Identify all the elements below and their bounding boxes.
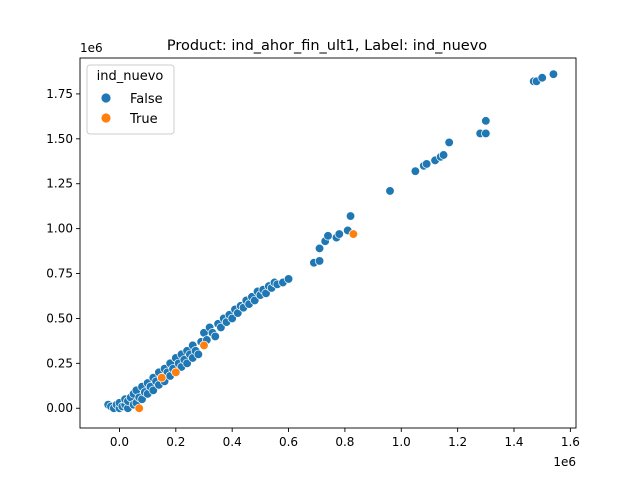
x-tick-label-2: 0.4 (223, 435, 242, 449)
legend-label-true: True (129, 112, 158, 127)
y-tick-label-2: 0.50 (46, 311, 73, 325)
legend-marker-false (100, 92, 112, 104)
legend-entry-false: False (100, 92, 163, 107)
point-false-94 (438, 150, 449, 160)
point-false-88 (385, 186, 395, 196)
legend-entry-true: True (100, 112, 158, 127)
point-false-95 (444, 137, 454, 148)
point-false-102 (548, 69, 559, 79)
point-false-85 (334, 229, 344, 239)
y-tick-label-0: 0.00 (46, 401, 73, 415)
point-false-41 (182, 358, 192, 368)
x-tick-label-3: 0.6 (279, 435, 298, 449)
x-ticks-layer: 0.0 0.2 0.4 0.6 0.8 1.0 1.2 1.4 1.6 (110, 428, 580, 449)
x-tick-label-1: 0.2 (166, 435, 185, 449)
point-true-3 (199, 340, 209, 351)
point-false-56 (216, 322, 226, 333)
point-false-80 (314, 256, 325, 266)
y-tick-label-4: 1.00 (46, 222, 73, 236)
y-axis-offset-label: 1e6 (80, 41, 103, 55)
point-false-87 (345, 211, 356, 221)
point-true-2 (171, 367, 181, 377)
x-tick-label-5: 1.0 (392, 435, 411, 449)
point-true-1 (157, 373, 167, 383)
points-layer (103, 69, 559, 413)
chart-title: Product: ind_ahor_fin_ult1, Label: ind_n… (167, 38, 487, 54)
y-tick-label-1: 0.25 (46, 356, 73, 370)
legend-marker-true (100, 112, 112, 124)
point-false-98 (481, 116, 491, 126)
offset-layer: 1e6 1e6 (80, 41, 576, 469)
legend: ind_nuevo False True (86, 64, 175, 135)
point-true-4 (348, 229, 359, 239)
point-false-101 (537, 73, 547, 83)
point-false-97 (481, 128, 491, 139)
point-true-0 (134, 403, 144, 413)
y-tick-label-5: 1.25 (46, 177, 73, 191)
y-tick-label-3: 0.75 (46, 267, 73, 281)
x-tick-label-8: 1.6 (561, 435, 580, 449)
legend-title: ind_nuevo (97, 69, 164, 84)
point-false-81 (314, 243, 325, 254)
title-layer: Product: ind_ahor_fin_ult1, Label: ind_n… (167, 38, 487, 54)
point-false-68 (250, 295, 260, 306)
legend-label-false: False (130, 92, 163, 107)
plot-frame (79, 57, 577, 429)
y-tick-label-6: 1.50 (46, 132, 73, 146)
y-tick-label-7: 1.75 (46, 87, 73, 101)
x-tick-label-6: 1.2 (448, 435, 467, 449)
point-false-91 (421, 159, 432, 169)
point-false-60 (227, 313, 237, 324)
x-tick-label-4: 0.8 (335, 435, 354, 449)
point-false-54 (210, 331, 220, 342)
x-tick-label-7: 1.4 (504, 435, 523, 449)
point-false-89 (410, 166, 421, 176)
x-tick-label-0: 0.0 (110, 435, 129, 449)
x-axis-offset-label: 1e6 (553, 455, 576, 469)
point-false-47 (193, 349, 204, 360)
point-false-83 (323, 231, 333, 241)
axes-layer (79, 57, 577, 429)
point-false-23 (148, 385, 158, 395)
point-false-78 (283, 274, 294, 284)
y-ticks-layer: 0.00 0.25 0.50 0.75 1.00 1.25 1.50 1.75 (46, 87, 80, 415)
